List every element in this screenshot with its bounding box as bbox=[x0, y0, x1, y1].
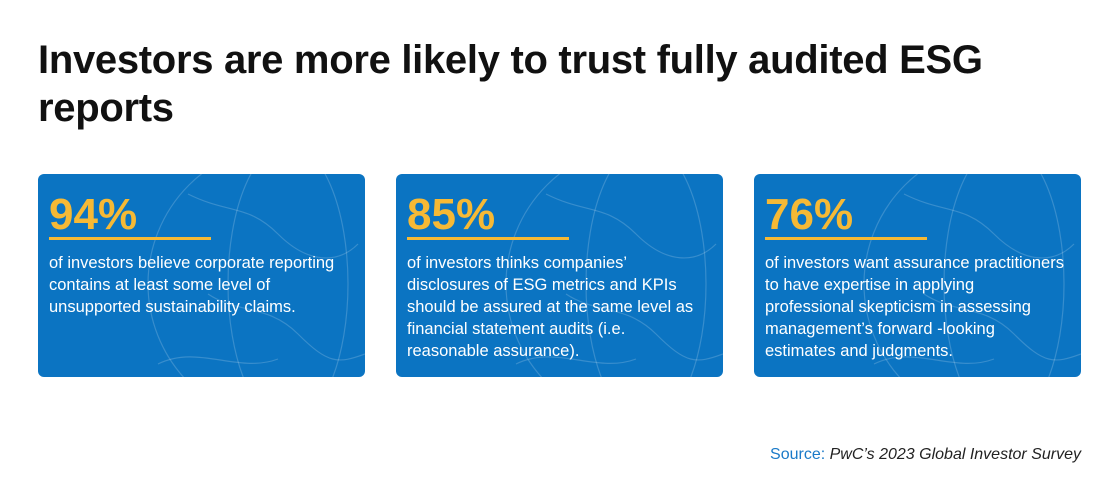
stat-value: 85% bbox=[407, 190, 496, 239]
stat-value: 94% bbox=[49, 190, 138, 239]
stat-card: 94% of investors believe corporate report… bbox=[38, 174, 365, 377]
stat-rule bbox=[407, 237, 569, 240]
stat-rule bbox=[765, 237, 927, 240]
stat-value: 76% bbox=[765, 190, 854, 239]
stat-rule bbox=[49, 237, 211, 240]
globe-decoration bbox=[505, 174, 723, 377]
source: Source: PwC’s 2023 Global Investor Surve… bbox=[770, 446, 1081, 464]
globe-decoration bbox=[147, 174, 365, 377]
stat-description: of investors want assurance practitioner… bbox=[765, 254, 1064, 360]
globe-decoration bbox=[863, 174, 1081, 377]
source-text: PwC’s 2023 Global Investor Survey bbox=[829, 446, 1081, 463]
stat-description: of investors believe corporate reporting… bbox=[49, 254, 335, 316]
source-label: Source: bbox=[770, 446, 826, 463]
title: Investors are more likely to trust fully… bbox=[38, 38, 983, 130]
stat-card: 76% of investors want assurance practitio… bbox=[754, 174, 1081, 377]
stat-description: of investors thinks companies’ disclosur… bbox=[407, 254, 694, 360]
stat-card: 85% of investors thinks companies’ disclo… bbox=[396, 174, 723, 377]
